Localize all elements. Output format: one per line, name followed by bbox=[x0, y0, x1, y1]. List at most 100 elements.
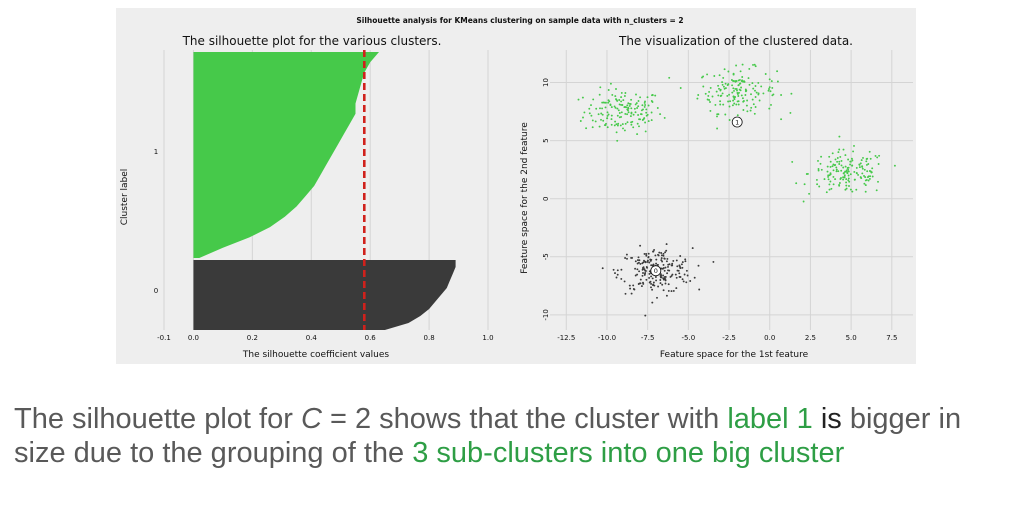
scatter-point-cluster-0 bbox=[651, 288, 654, 291]
scatter-point-cluster-1 bbox=[832, 183, 835, 186]
scatter-point-cluster-1 bbox=[847, 158, 850, 161]
scatter-point-cluster-1 bbox=[847, 170, 850, 173]
scatter-point-cluster-0 bbox=[660, 259, 663, 262]
scatter-point-cluster-0 bbox=[665, 243, 668, 246]
scatter-point-cluster-1 bbox=[816, 183, 819, 186]
scatter-point-cluster-1 bbox=[715, 90, 718, 93]
scatter-point-cluster-1 bbox=[847, 179, 850, 182]
scatter-point-cluster-1 bbox=[719, 100, 722, 103]
scatter-point-cluster-0 bbox=[648, 276, 651, 279]
scatter-point-cluster-1 bbox=[820, 155, 823, 158]
scatter-point-cluster-1 bbox=[861, 165, 864, 168]
scatter-point-cluster-1 bbox=[713, 75, 716, 77]
scatter-point-cluster-0 bbox=[645, 253, 648, 255]
scatter-point-cluster-1 bbox=[845, 181, 848, 184]
scatter-point-cluster-1 bbox=[743, 80, 745, 83]
scatter-point-cluster-1 bbox=[842, 166, 845, 169]
scatter-point-cluster-1 bbox=[738, 78, 741, 81]
scatter-point-cluster-0 bbox=[691, 247, 694, 250]
scatter-point-cluster-1 bbox=[585, 127, 588, 130]
scatter-point-cluster-1 bbox=[604, 124, 607, 127]
scatter-point-cluster-1 bbox=[829, 160, 832, 163]
scatter-point-cluster-1 bbox=[832, 163, 835, 166]
scatter-point-cluster-1 bbox=[733, 98, 736, 101]
scatter-point-cluster-0 bbox=[601, 267, 604, 270]
scatter-y-tick: 5 bbox=[542, 138, 550, 142]
scatter-point-cluster-0 bbox=[675, 287, 678, 290]
scatter-point-cluster-1 bbox=[647, 104, 650, 107]
scatter-point-cluster-0 bbox=[652, 250, 654, 253]
scatter-point-cluster-1 bbox=[641, 104, 644, 107]
scatter-point-cluster-0 bbox=[671, 262, 674, 265]
scatter-point-cluster-1 bbox=[643, 117, 646, 120]
scatter-point-cluster-1 bbox=[643, 101, 646, 104]
scatter-point-cluster-0 bbox=[655, 279, 658, 282]
scatter-point-cluster-1 bbox=[869, 157, 872, 160]
scatter-point-cluster-1 bbox=[706, 98, 709, 101]
scatter-point-cluster-1 bbox=[730, 79, 733, 81]
scatter-point-cluster-1 bbox=[707, 94, 710, 97]
scatter-point-cluster-0 bbox=[630, 256, 633, 259]
scatter-point-cluster-1 bbox=[850, 157, 853, 160]
scatter-point-cluster-1 bbox=[636, 133, 639, 136]
slide-caption: The silhouette plot for C = 2 shows that… bbox=[14, 402, 1004, 470]
scatter-point-cluster-1 bbox=[845, 178, 848, 181]
scatter-point-cluster-1 bbox=[709, 86, 712, 89]
scatter-point-cluster-1 bbox=[817, 169, 820, 172]
scatter-point-cluster-1 bbox=[754, 65, 757, 68]
scatter-point-cluster-1 bbox=[714, 103, 717, 106]
scatter-point-cluster-1 bbox=[711, 95, 714, 98]
scatter-point-cluster-0 bbox=[652, 281, 655, 284]
scatter-point-cluster-0 bbox=[697, 264, 700, 267]
scatter-point-cluster-1 bbox=[866, 170, 869, 173]
scatter-point-cluster-0 bbox=[615, 276, 618, 279]
figure-canvas: Silhouette analysis for KMeans clusterin… bbox=[120, 16, 913, 360]
scatter-point-cluster-1 bbox=[618, 112, 621, 114]
scatter-point-cluster-0 bbox=[661, 260, 664, 263]
scatter-point-cluster-1 bbox=[723, 68, 726, 71]
scatter-y-ticks: 10 5 0 -5 -10 bbox=[542, 78, 550, 321]
scatter-point-cluster-1 bbox=[636, 122, 639, 125]
scatter-point-cluster-1 bbox=[893, 164, 896, 167]
scatter-point-cluster-0 bbox=[616, 273, 619, 276]
scatter-point-cluster-1 bbox=[863, 182, 866, 185]
scatter-point-cluster-1 bbox=[847, 168, 850, 171]
scatter-point-cluster-0 bbox=[645, 266, 648, 268]
scatter-point-cluster-1 bbox=[835, 168, 838, 171]
scatter-point-cluster-1 bbox=[835, 170, 838, 173]
scatter-point-cluster-1 bbox=[780, 94, 783, 96]
scatter-point-cluster-1 bbox=[836, 160, 839, 163]
scatter-point-cluster-0 bbox=[675, 276, 678, 279]
scatter-point-cluster-1 bbox=[643, 105, 646, 108]
scatter-point-cluster-0 bbox=[686, 274, 689, 277]
scatter-point-cluster-0 bbox=[683, 273, 686, 276]
scatter-point-cluster-1 bbox=[754, 85, 757, 87]
scatter-x-tick: -10.0 bbox=[598, 334, 616, 342]
scatter-point-cluster-0 bbox=[663, 275, 666, 278]
scatter-point-cluster-1 bbox=[808, 192, 811, 195]
scatter-point-cluster-1 bbox=[637, 105, 640, 108]
scatter-point-cluster-1 bbox=[583, 111, 586, 114]
scatter-point-cluster-0 bbox=[679, 276, 682, 278]
silhouette-x-label: The silhouette coefficient values bbox=[242, 350, 390, 360]
scatter-point-cluster-1 bbox=[864, 190, 867, 193]
scatter-point-cluster-1 bbox=[843, 176, 846, 178]
scatter-point-cluster-0 bbox=[637, 256, 640, 259]
scatter-point-cluster-1 bbox=[617, 122, 620, 125]
scatter-point-cluster-1 bbox=[702, 75, 705, 78]
scatter-x-tick: -7.5 bbox=[641, 334, 655, 342]
scatter-point-cluster-1 bbox=[875, 189, 878, 192]
scatter-point-cluster-0 bbox=[659, 276, 662, 279]
scatter-point-cluster-1 bbox=[642, 108, 644, 111]
scatter-point-cluster-1 bbox=[744, 94, 747, 96]
scatter-point-cluster-1 bbox=[644, 130, 647, 133]
scatter-point-cluster-0 bbox=[659, 282, 662, 285]
scatter-point-cluster-1 bbox=[828, 188, 831, 191]
scatter-point-cluster-0 bbox=[665, 249, 668, 252]
scatter-point-cluster-1 bbox=[696, 97, 699, 100]
scatter-point-cluster-1 bbox=[709, 109, 712, 112]
scatter-point-cluster-0 bbox=[650, 286, 652, 289]
scatter-point-cluster-1 bbox=[735, 103, 738, 106]
scatter-point-cluster-1 bbox=[731, 91, 734, 94]
scatter-point-cluster-1 bbox=[831, 152, 834, 155]
